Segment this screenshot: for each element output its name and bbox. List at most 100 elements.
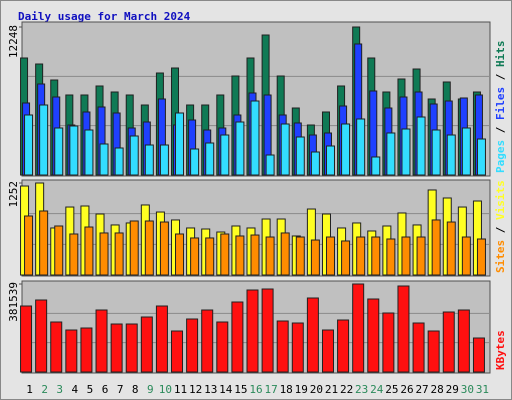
bar (235, 235, 245, 276)
bar (306, 297, 319, 373)
x-tick-label: 26 (400, 383, 413, 396)
x-tick-label: 28 (431, 383, 444, 396)
chart-title: Daily usage for March 2024 (18, 10, 191, 23)
bar (291, 322, 304, 373)
bar (280, 232, 290, 276)
bar (431, 219, 441, 276)
bar (235, 121, 245, 176)
bar (276, 320, 289, 373)
x-tick-label: 21 (325, 383, 338, 396)
bar (356, 236, 366, 276)
bar (341, 240, 351, 276)
bar (50, 321, 63, 373)
bar (159, 144, 169, 176)
bar (129, 135, 139, 176)
bar (110, 323, 123, 373)
bar (186, 318, 199, 373)
bar (265, 236, 275, 276)
x-tick-label: 18 (280, 383, 293, 396)
bar (125, 323, 138, 373)
bar (386, 132, 396, 176)
x-tick-label: 19 (295, 383, 308, 396)
x-tick-label: 27 (415, 383, 428, 396)
bar (171, 330, 184, 373)
x-tick-label: 24 (370, 383, 384, 396)
legend: Sites / Visits (494, 180, 507, 273)
bar (472, 337, 485, 373)
bar (352, 283, 365, 373)
bar (401, 236, 411, 276)
bar (416, 116, 426, 176)
bar (250, 100, 260, 176)
bar (201, 309, 214, 373)
bar (84, 129, 94, 176)
bar (476, 238, 486, 276)
bar (95, 309, 108, 373)
bar (446, 134, 456, 176)
bar (367, 298, 380, 373)
bar (99, 232, 109, 276)
bar (20, 305, 33, 373)
bar (175, 233, 185, 276)
bar (54, 225, 64, 276)
x-tick-label: 31 (476, 383, 489, 396)
bar (416, 236, 426, 276)
bar (190, 237, 200, 276)
x-tick-label: 15 (234, 383, 247, 396)
x-tick-label: 1 (26, 383, 33, 396)
x-tick-label: 14 (219, 383, 233, 396)
bar (129, 220, 139, 276)
legend-entry: Sites (494, 240, 507, 273)
legend-separator: / (494, 220, 507, 240)
bar (39, 210, 49, 276)
bar (69, 125, 79, 176)
y-max-label: 1252 (7, 181, 20, 208)
x-tick-label: 9 (147, 383, 154, 396)
bar (461, 236, 471, 276)
bar (99, 143, 109, 176)
bar (250, 234, 260, 276)
bar (190, 148, 200, 176)
bar (386, 238, 396, 276)
bar (84, 226, 94, 276)
bar (205, 237, 215, 276)
bar (220, 134, 230, 176)
bar (69, 233, 79, 276)
x-tick-label: 10 (159, 383, 172, 396)
bar (35, 299, 48, 373)
bar (205, 142, 215, 176)
x-tick-label: 25 (385, 383, 398, 396)
legend-separator: / (494, 67, 507, 87)
bar (280, 123, 290, 176)
bar (337, 319, 350, 373)
x-tick-label: 6 (102, 383, 109, 396)
legend-separator: / (494, 120, 507, 140)
bar (220, 233, 230, 276)
x-tick-label: 23 (355, 383, 368, 396)
x-tick-label: 11 (174, 383, 187, 396)
bar (397, 285, 410, 373)
bar (24, 114, 34, 176)
x-tick-label: 16 (249, 383, 262, 396)
bar (140, 316, 153, 373)
bar (295, 236, 305, 276)
bar (371, 236, 381, 276)
x-tick-label: 4 (72, 383, 79, 396)
bar (80, 327, 93, 373)
legend-entry: Files (494, 87, 507, 120)
bar (427, 330, 440, 373)
bar (114, 232, 124, 276)
x-tick-label: 29 (446, 383, 459, 396)
y-max-label: 12248 (7, 25, 20, 58)
bar (412, 322, 425, 373)
bar (310, 239, 320, 276)
bar (39, 104, 49, 176)
x-tick-label: 13 (204, 383, 217, 396)
bar (114, 147, 124, 176)
bar (461, 127, 471, 176)
x-tick-label: 2 (41, 383, 48, 396)
bar (325, 236, 335, 276)
bar (431, 129, 441, 176)
bar (341, 123, 351, 176)
